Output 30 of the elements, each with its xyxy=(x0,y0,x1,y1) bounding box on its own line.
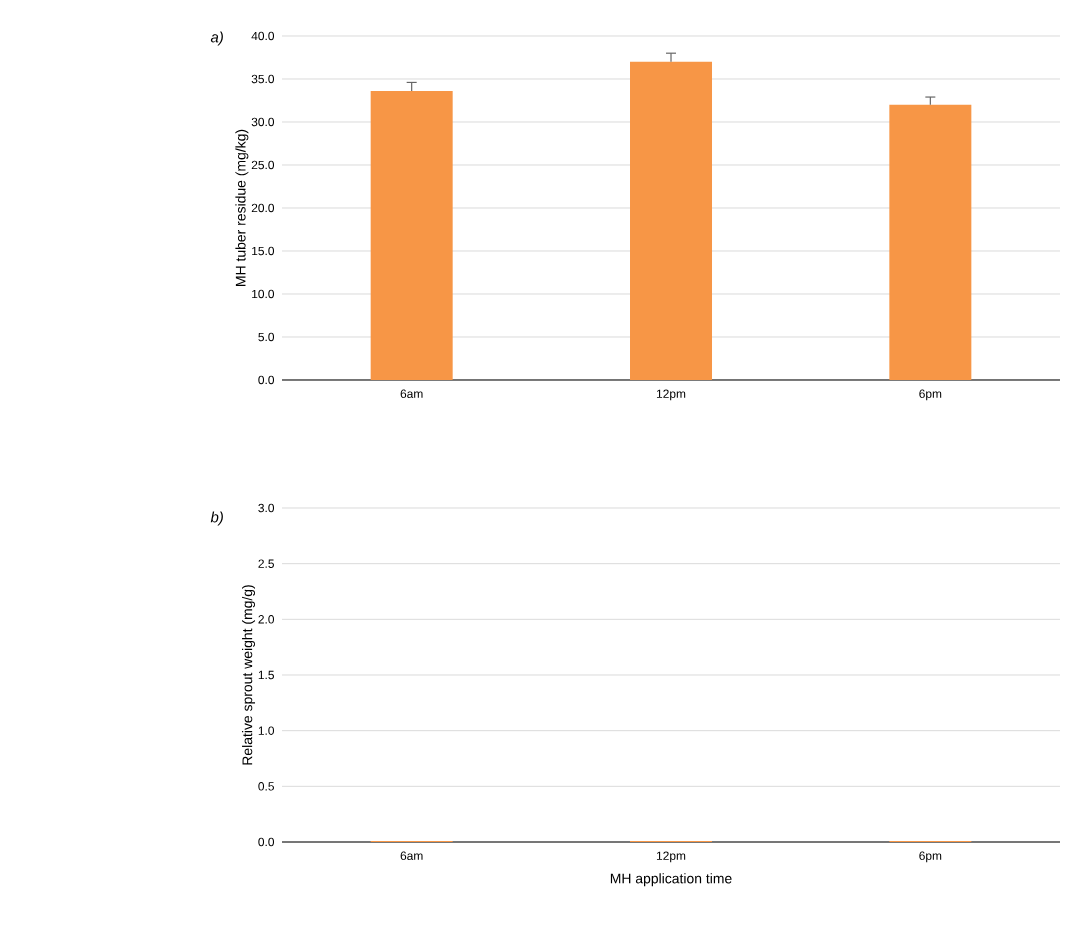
y-tick-label: 40.0 xyxy=(251,31,275,41)
y-tick-label: 30.0 xyxy=(251,117,275,127)
y-tick-label: 5.0 xyxy=(258,332,275,342)
y-axis-title: Relative sprout weight (mg/g) xyxy=(242,585,256,765)
bar xyxy=(889,104,972,380)
bar xyxy=(370,91,453,380)
y-tick-label: 1.0 xyxy=(258,726,275,735)
bar xyxy=(630,61,713,380)
x-tick-label: 12pm xyxy=(656,389,686,401)
y-tick-label: 0.0 xyxy=(258,375,275,385)
x-tick-label: 6am xyxy=(400,851,423,860)
x-tick-label: 12pm xyxy=(656,851,686,863)
chart-title: a) xyxy=(210,31,223,46)
y-axis-title: MH tuber residue (mg/kg) xyxy=(235,129,249,286)
x-tick-label: 6pm xyxy=(919,851,942,863)
y-tick-label: 25.0 xyxy=(251,160,275,170)
y-tick-label: 2.0 xyxy=(258,615,275,624)
y-tick-label: 35.0 xyxy=(251,74,275,84)
x-tick-label: 6am xyxy=(400,389,423,398)
y-tick-label: 1.5 xyxy=(258,670,274,680)
y-tick-label: 0.0 xyxy=(258,837,275,847)
y-tick-label: 3.0 xyxy=(258,503,275,513)
y-tick-label: 15.0 xyxy=(252,246,275,256)
x-tick-label: 6pm xyxy=(919,389,942,401)
x-axis-title: MH application time xyxy=(610,873,732,887)
y-tick-label: 20.0 xyxy=(251,203,275,213)
chart-title: b) xyxy=(210,511,223,526)
y-tick-label: 0.5 xyxy=(258,782,274,791)
y-tick-label: 2.5 xyxy=(258,559,274,568)
y-tick-label: 10.0 xyxy=(252,289,275,299)
